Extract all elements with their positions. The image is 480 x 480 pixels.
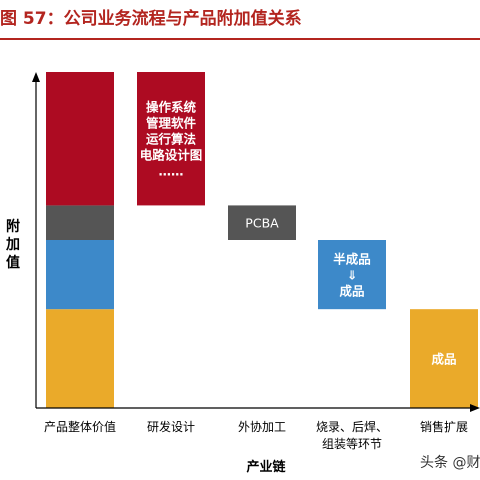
x-tick-label: 组装等环节 xyxy=(322,437,382,451)
total-value-segment-3 xyxy=(46,72,114,206)
x-tick-label: 烧录、后焊、 xyxy=(316,419,388,434)
figure-title: 图 57：公司业务流程与产品附加值关系 xyxy=(0,9,302,29)
x-axis-label: 产业链 xyxy=(246,460,286,475)
stage-bar-label: 运行算法 xyxy=(146,132,197,147)
axes-layer xyxy=(32,72,480,412)
y-axis-label: 附加值 xyxy=(6,219,20,271)
stage-bar-label: 电路设计图 xyxy=(140,148,203,163)
x-axis-arrow xyxy=(470,404,480,412)
stage-bar-2 xyxy=(318,240,386,310)
x-tick-label: 产品整体价值 xyxy=(44,419,116,434)
stage-bar-label: 成品 xyxy=(431,352,456,367)
stage-bar-1 xyxy=(228,205,296,240)
tick-labels-layer: 产品整体价值 研发设计 外协加工 烧录、后焊、组装等环节 销售扩展 xyxy=(44,419,468,451)
x-tick-label: 外协加工 xyxy=(238,419,286,434)
total-value-segment-1 xyxy=(46,240,114,310)
total-value-segment-0 xyxy=(46,309,114,408)
watermark: 头条 @财 xyxy=(420,455,480,471)
title-divider xyxy=(0,38,480,40)
stage-bar-label: 半成品 xyxy=(333,252,371,267)
y-axis-arrow xyxy=(32,72,40,82)
stage-bar-label: 操作系统 xyxy=(146,100,197,115)
stage-bar-0 xyxy=(137,72,205,206)
stage-bar-label: PCBA xyxy=(245,216,279,231)
stage-bar-label: 成品 xyxy=(339,284,364,299)
x-tick-label: 销售扩展 xyxy=(420,419,468,434)
x-tick-label: 研发设计 xyxy=(147,419,195,434)
stage-bar-label: …… xyxy=(159,164,184,179)
total-value-segment-2 xyxy=(46,205,114,240)
stage-bar-label: ⇓ xyxy=(347,268,357,283)
stage-bar-3 xyxy=(410,309,478,408)
stage-bar-label: 管理软件 xyxy=(146,116,197,131)
